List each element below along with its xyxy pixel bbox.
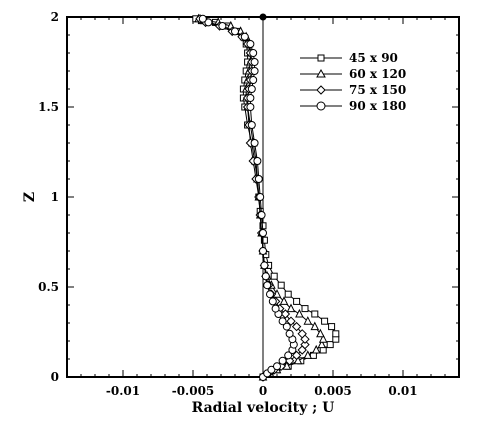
data-point-circle bbox=[282, 322, 291, 331]
legend-entry-90x180: 90 x 180 bbox=[300, 99, 406, 113]
x-tick-label: 0 bbox=[259, 384, 267, 398]
data-point-circle bbox=[259, 247, 267, 255]
data-point-circle bbox=[266, 290, 274, 299]
data-point-square bbox=[277, 281, 285, 289]
x-tick-label: 0.01 bbox=[388, 384, 417, 398]
ticks bbox=[66, 16, 460, 378]
data-point-circle bbox=[278, 356, 287, 365]
data-point-triangle bbox=[295, 308, 304, 318]
data-point-diamond bbox=[291, 350, 302, 361]
data-point-square bbox=[293, 297, 301, 305]
data-point-circle bbox=[204, 18, 213, 27]
data-point-circle bbox=[247, 85, 256, 93]
data-point-square bbox=[260, 236, 268, 244]
data-point-square bbox=[311, 310, 319, 318]
x-tick-label: 0.005 bbox=[314, 384, 352, 398]
legend-entry-60x120: 60 x 120 bbox=[300, 67, 406, 81]
data-point-circle bbox=[246, 103, 255, 111]
data-point-circle bbox=[267, 365, 276, 374]
data-point-triangle bbox=[318, 334, 328, 343]
legend-label-90x180: 90 x 180 bbox=[349, 99, 406, 113]
data-point-circle bbox=[263, 281, 272, 290]
data-point-square bbox=[301, 305, 309, 313]
data-point-circle bbox=[271, 304, 280, 313]
data-point-triangle bbox=[303, 316, 313, 325]
data-point-square bbox=[270, 272, 278, 280]
legend-marker-circle bbox=[316, 101, 326, 111]
data-point-circle bbox=[240, 32, 249, 41]
data-point-circle bbox=[259, 229, 267, 237]
data-point-triangle bbox=[311, 344, 321, 354]
data-point-circle bbox=[257, 211, 266, 219]
data-point-circle bbox=[260, 261, 269, 270]
data-point-square bbox=[328, 323, 336, 331]
data-point-circle bbox=[273, 362, 281, 371]
data-point-circle bbox=[249, 49, 258, 57]
data-point-square bbox=[326, 341, 334, 349]
data-point-circle bbox=[278, 317, 287, 326]
data-point-circle bbox=[250, 67, 259, 75]
y-tick-label: 0.5 bbox=[38, 280, 59, 294]
y-axis-title: Z bbox=[22, 192, 38, 202]
x-tick-label: -0.005 bbox=[172, 384, 215, 398]
series-square bbox=[192, 15, 340, 381]
data-point-circle bbox=[247, 121, 256, 129]
top-point bbox=[259, 13, 267, 21]
y-tick-label: 1.5 bbox=[38, 100, 59, 114]
data-point-diamond bbox=[291, 321, 302, 332]
y-tick-label: 1 bbox=[51, 190, 59, 204]
data-point-circle bbox=[285, 329, 294, 338]
data-point-triangle bbox=[293, 355, 303, 365]
data-point-circle bbox=[261, 272, 270, 281]
tick-labels: -0.01 -0.005 0 0.005 0.01 0 0.5 1 1.5 2 bbox=[38, 10, 418, 398]
data-point-square bbox=[284, 290, 292, 298]
y-tick-label: 2 bbox=[51, 10, 59, 24]
data-point-circle bbox=[256, 193, 265, 201]
data-point-diamond bbox=[280, 309, 291, 319]
series-circle bbox=[198, 14, 298, 381]
data-point-circle bbox=[253, 157, 262, 165]
data-point-diamond bbox=[300, 339, 310, 350]
legend-label-75x150: 75 x 150 bbox=[349, 83, 406, 97]
legend-label-45x90: 45 x 90 bbox=[349, 51, 398, 65]
legend-entry-75x150: 75 x 150 bbox=[300, 83, 406, 97]
x-axis-title: Radial velocity ; U bbox=[192, 400, 335, 416]
data-point-circle bbox=[284, 351, 293, 360]
data-point-circle bbox=[218, 22, 227, 30]
legend-marker-triangle bbox=[316, 68, 326, 78]
data-point-circle bbox=[249, 76, 258, 84]
data-point-triangle bbox=[303, 350, 313, 359]
data-point-circle bbox=[198, 14, 207, 23]
data-point-triangle bbox=[317, 339, 327, 349]
data-point-square bbox=[332, 330, 340, 338]
legend-marker-diamond bbox=[316, 85, 326, 95]
data-point-circle bbox=[246, 94, 255, 102]
data-point-diamond bbox=[297, 329, 307, 339]
data-point-triangle bbox=[310, 321, 320, 331]
data-point-circle bbox=[250, 58, 259, 66]
legend-label-60x120: 60 x 120 bbox=[349, 67, 406, 81]
data-point-circle bbox=[250, 139, 259, 147]
legend-marker-square bbox=[317, 54, 325, 62]
data-point-triangle bbox=[286, 303, 296, 313]
data-point-circle bbox=[246, 40, 255, 48]
series-layer bbox=[192, 13, 340, 382]
data-point-circle bbox=[268, 297, 277, 306]
legend: 45 x 90 60 x 120 75 x 150 90 x 180 bbox=[300, 51, 406, 113]
x-tick-label: -0.01 bbox=[106, 384, 140, 398]
data-point-circle bbox=[231, 27, 239, 36]
data-point-diamond bbox=[286, 316, 296, 326]
data-point-triangle bbox=[279, 296, 289, 305]
data-point-triangle bbox=[316, 328, 325, 338]
data-point-square bbox=[321, 317, 329, 325]
data-point-circle bbox=[254, 175, 263, 183]
legend-entry-45x90: 45 x 90 bbox=[300, 51, 398, 65]
y-tick-label: 0 bbox=[51, 370, 59, 384]
